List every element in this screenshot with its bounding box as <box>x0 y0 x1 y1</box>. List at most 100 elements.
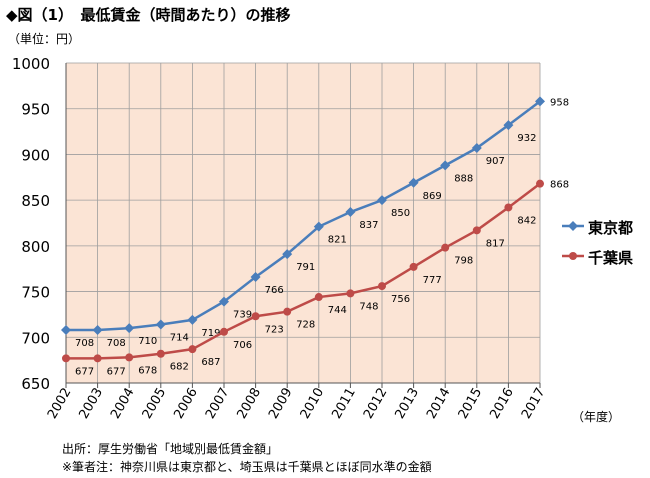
data-point-chiba <box>283 307 292 316</box>
data-point-tokyo <box>440 160 451 171</box>
data-point-tokyo <box>535 96 545 107</box>
y-tick-label: 750 <box>21 284 50 302</box>
x-tick-label: 2003 <box>77 386 107 422</box>
y-tick-label: 800 <box>21 238 50 256</box>
data-point-tokyo <box>503 120 514 131</box>
data-point-tokyo <box>219 296 229 307</box>
data-label-tokyo: 708 <box>75 338 94 349</box>
data-label-tokyo: 958 <box>550 97 569 108</box>
x-tick-label: 2013 <box>393 386 423 422</box>
data-label-chiba: 842 <box>517 215 536 226</box>
data-point-tokyo <box>345 207 356 218</box>
data-label-tokyo: 791 <box>296 262 315 273</box>
data-label-tokyo: 714 <box>170 332 189 343</box>
data-label-tokyo: 821 <box>328 235 347 246</box>
x-tick-label: 2017 <box>519 386 549 422</box>
x-tick-label: 2010 <box>298 386 328 422</box>
data-point-chiba <box>346 289 355 298</box>
data-label-chiba: 677 <box>107 366 126 377</box>
data-label-tokyo: 708 <box>107 338 126 349</box>
data-point-chiba <box>314 293 323 302</box>
data-label-tokyo: 766 <box>265 285 284 296</box>
y-tick-label: 650 <box>21 375 50 393</box>
y-tick-label: 850 <box>21 192 50 210</box>
x-tick-label: 2005 <box>140 386 170 422</box>
data-point-tokyo <box>408 177 419 188</box>
legend-swatch-tokyo <box>562 221 584 231</box>
data-label-tokyo: 907 <box>486 156 505 167</box>
data-point-chiba <box>62 354 70 363</box>
data-label-chiba: 748 <box>359 301 378 312</box>
data-point-tokyo <box>377 195 387 206</box>
y-tick-label: 950 <box>21 101 50 119</box>
plot-area <box>66 63 540 383</box>
y-unit-label: （単位：円） <box>8 32 81 46</box>
data-label-chiba: 777 <box>423 275 442 286</box>
data-point-chiba <box>93 354 102 363</box>
data-label-tokyo: 739 <box>233 310 252 321</box>
x-tick-label: 2007 <box>203 386 233 422</box>
data-label-tokyo: 932 <box>517 133 536 144</box>
data-label-chiba: 744 <box>328 305 347 316</box>
data-label-chiba: 678 <box>138 365 157 376</box>
data-point-chiba <box>504 203 513 212</box>
data-point-chiba <box>472 226 481 235</box>
x-tick-label: 2009 <box>266 386 296 422</box>
chart-title: ◆図（1） 最低賃金（時間あたり）の推移 <box>6 6 291 24</box>
data-label-chiba: 677 <box>75 366 94 377</box>
data-label-chiba: 723 <box>265 324 284 335</box>
data-point-tokyo <box>155 319 166 330</box>
x-tick-label: 2011 <box>329 386 359 422</box>
source-note: 出所：厚生労働省「地域別最低賃金額」 <box>62 442 279 456</box>
data-label-chiba: 728 <box>296 320 315 331</box>
legend-label-tokyo: 東京都 <box>588 219 634 237</box>
x-tick-label: 2004 <box>108 386 138 422</box>
data-point-tokyo <box>92 324 103 335</box>
x-tick-label: 2006 <box>171 386 201 422</box>
data-label-chiba: 817 <box>486 238 505 249</box>
series-line-tokyo <box>66 100 541 332</box>
data-label-chiba: 687 <box>201 357 220 368</box>
data-label-tokyo: 837 <box>359 220 378 231</box>
data-point-chiba <box>536 179 544 188</box>
y-tick-label: 1000 <box>12 55 50 73</box>
x-tick-label: 2014 <box>424 386 454 422</box>
data-label-tokyo: 710 <box>138 336 157 347</box>
data-label-chiba: 682 <box>170 362 189 373</box>
data-label-chiba: 706 <box>233 340 252 351</box>
data-point-tokyo <box>187 314 198 325</box>
x-tick-label: 2008 <box>235 386 265 422</box>
author-note: ※筆者注：神奈川県は東京都と、埼玉県は千葉県とほぼ同水準の金額 <box>62 460 432 474</box>
data-label-tokyo: 850 <box>391 208 410 219</box>
y-tick-label: 700 <box>21 329 50 347</box>
data-point-chiba <box>125 353 134 362</box>
y-tick-label: 900 <box>21 146 50 164</box>
data-label-chiba: 756 <box>391 294 410 305</box>
data-point-chiba <box>188 345 197 354</box>
data-label-tokyo: 719 <box>201 328 220 339</box>
series-line-chiba <box>66 182 541 360</box>
data-point-chiba <box>220 327 228 336</box>
data-point-chiba <box>156 349 165 358</box>
legend-swatch-chiba <box>562 252 584 260</box>
data-point-tokyo <box>250 271 261 282</box>
legend-label-chiba: 千葉県 <box>588 249 634 267</box>
data-point-tokyo <box>282 249 293 260</box>
data-label-tokyo: 888 <box>454 173 473 184</box>
data-point-chiba <box>251 312 260 321</box>
data-point-tokyo <box>124 323 135 334</box>
data-label-chiba: 798 <box>454 256 473 267</box>
data-label-tokyo: 869 <box>423 191 442 202</box>
data-point-chiba <box>409 262 418 271</box>
x-tick-label: 2015 <box>456 386 486 422</box>
x-tick-label: 2012 <box>361 386 391 422</box>
data-label-chiba: 868 <box>550 180 569 191</box>
x-tick-label: 2016 <box>487 386 517 422</box>
x-unit-label: （年度） <box>572 410 621 424</box>
data-point-chiba <box>378 282 386 291</box>
data-point-tokyo <box>61 324 71 335</box>
data-point-tokyo <box>313 221 324 232</box>
data-point-chiba <box>441 243 450 252</box>
data-point-tokyo <box>471 143 482 154</box>
